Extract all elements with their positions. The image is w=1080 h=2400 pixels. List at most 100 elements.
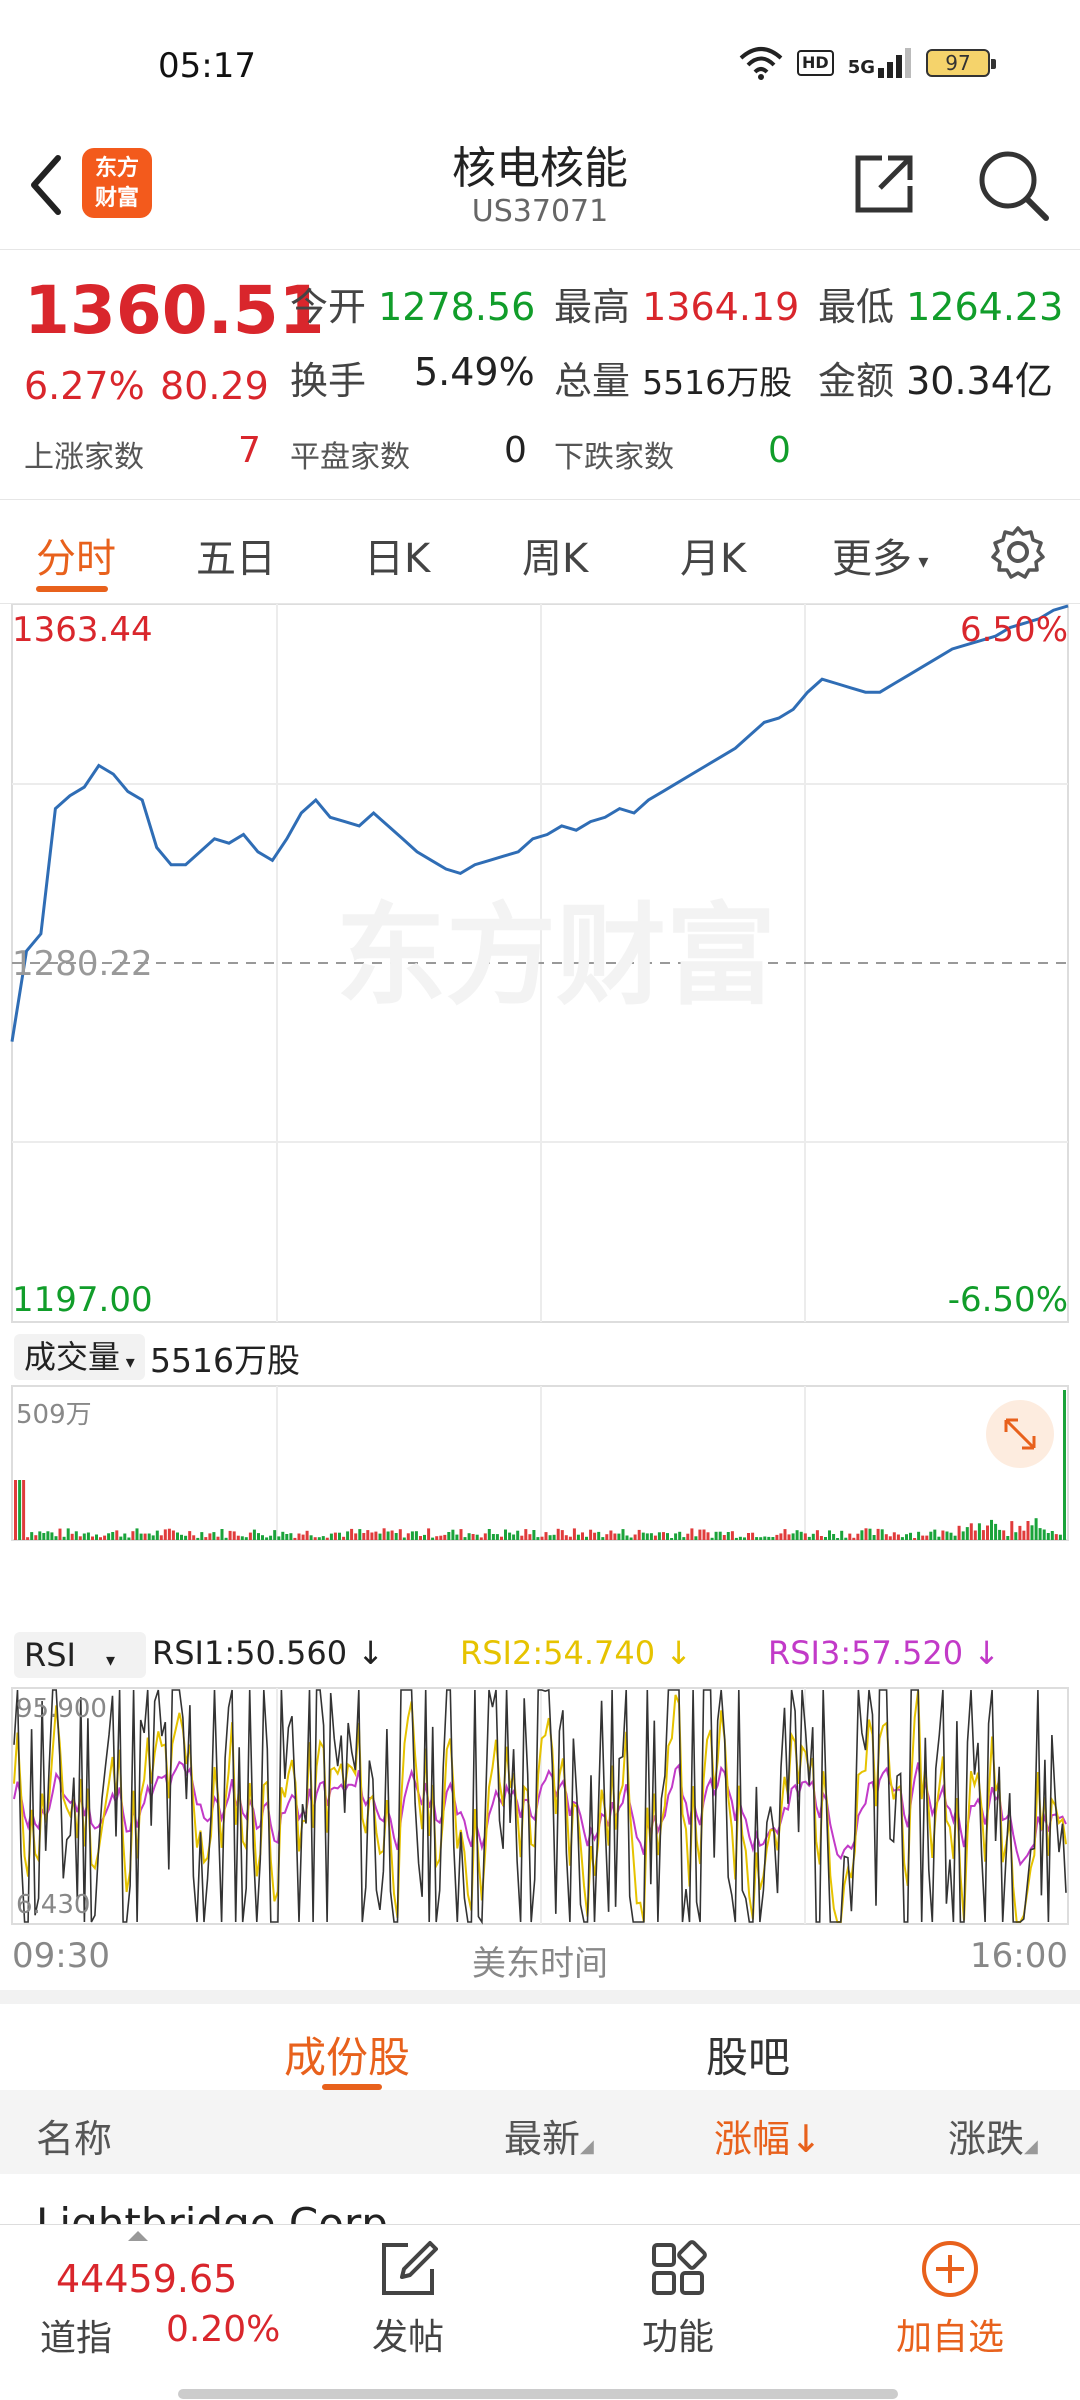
rsi1-value: RSI1:50.560 ↓ — [152, 1634, 384, 1672]
col-change-pct[interactable]: 涨幅↓ — [714, 2108, 822, 2163]
volume-bar — [346, 1531, 350, 1540]
flat-count-label: 平盘家数 — [290, 440, 410, 475]
chart-canvas: 东方财富 — [10, 604, 1069, 1925]
volume-bar — [358, 1529, 362, 1540]
col-change[interactable]: 涨跌◢ — [948, 2108, 1038, 2163]
volume-bar — [382, 1528, 386, 1540]
stock-code: US37071 — [471, 194, 609, 229]
volume-bar — [293, 1537, 297, 1540]
add-watchlist-button[interactable]: 加自选 — [880, 2239, 1020, 2360]
volume-bar — [945, 1531, 949, 1540]
tab-more[interactable]: 更多 ▾ — [832, 526, 928, 584]
tab-five-day[interactable]: 五日 — [196, 536, 276, 582]
volume-bar — [767, 1536, 771, 1540]
index-value[interactable]: 44459.65 — [56, 2257, 238, 2301]
volume-bar — [605, 1534, 609, 1540]
volume-bar — [528, 1534, 532, 1540]
arrow-down-icon: ↓ — [973, 1634, 1001, 1672]
volume-bar — [986, 1525, 989, 1540]
flat-count: 0 — [504, 430, 527, 471]
volume-selector[interactable]: 成交量 ▾ — [14, 1334, 145, 1380]
volume-bar — [828, 1530, 831, 1540]
volume-bar — [301, 1534, 305, 1540]
volume-bar — [46, 1531, 50, 1540]
turnover-label: 换手 — [290, 359, 367, 403]
volume-bar — [261, 1535, 264, 1540]
back-icon[interactable] — [24, 152, 74, 218]
search-icon[interactable] — [976, 148, 1050, 222]
volume-bar — [131, 1531, 135, 1540]
volume-bar — [297, 1533, 301, 1540]
volume-bar — [14, 1480, 17, 1540]
page-title: 核电核能 — [452, 143, 628, 194]
volume-bar — [406, 1533, 410, 1540]
volume-bar — [321, 1536, 325, 1540]
volume-bar — [852, 1537, 856, 1540]
volume-bar — [467, 1533, 471, 1540]
tab-forum[interactable]: 股吧 — [706, 2033, 791, 2082]
volume-bar — [516, 1530, 520, 1540]
volume-bar — [674, 1533, 678, 1540]
chevron-down-icon: ▾ — [912, 549, 929, 573]
volume-bar — [127, 1537, 131, 1540]
volume-bar — [710, 1537, 714, 1540]
volume-bar — [30, 1532, 34, 1540]
tab-monthly-k[interactable]: 月K — [680, 536, 747, 582]
volume-bar — [370, 1532, 374, 1540]
volume-bar — [965, 1527, 969, 1540]
tab-daily-k[interactable]: 日K — [364, 536, 431, 582]
volume-bar — [1046, 1533, 1050, 1540]
volume-bar — [585, 1536, 588, 1540]
battery-icon: 97 — [926, 49, 996, 77]
volume-bar — [888, 1536, 892, 1540]
tab-constituents[interactable]: 成份股 — [284, 2033, 411, 2082]
volume-bar — [544, 1532, 548, 1540]
volume-bar — [240, 1536, 244, 1540]
tab-weekly-k[interactable]: 周K — [522, 536, 589, 582]
home-indicator — [178, 2389, 898, 2399]
chevron-down-icon: ▾ — [105, 1650, 116, 1671]
post-button[interactable]: 发帖 — [348, 2239, 468, 2360]
volume-value: 5516万股 — [642, 363, 793, 402]
volume-bar — [216, 1536, 220, 1540]
volume-bar — [900, 1537, 904, 1540]
sort-icon: ◢ — [580, 2136, 594, 2157]
turnover-value: 5.49% — [414, 350, 535, 394]
volume-bar — [508, 1532, 512, 1540]
col-name: 名称 — [36, 2117, 113, 2161]
volume-bar — [431, 1537, 435, 1540]
volume-bar — [990, 1519, 993, 1540]
signal-icon: 5G — [848, 48, 912, 78]
volume-total: 5516万股 — [150, 1341, 300, 1380]
volume-bar — [933, 1529, 937, 1540]
sort-icon: ◢ — [1024, 2136, 1038, 2157]
volume-bar — [1022, 1530, 1026, 1540]
rsi-selector[interactable]: RSI ▾ — [14, 1632, 146, 1678]
y-min-label: 1197.00 — [12, 1280, 153, 1320]
volume-label: 总量 — [554, 359, 631, 403]
functions-button[interactable]: 功能 — [618, 2239, 738, 2360]
volume-bar — [876, 1528, 880, 1540]
change-pct: 6.27% — [24, 364, 145, 408]
brand-logo[interactable]: 东方 财富 — [82, 148, 152, 218]
col-latest[interactable]: 最新◢ — [504, 2108, 594, 2163]
volume-bar — [386, 1531, 390, 1540]
tab-intraday[interactable]: 分时 — [36, 536, 116, 582]
gear-icon[interactable] — [990, 524, 1046, 580]
volume-bar — [811, 1533, 815, 1540]
volume-bar — [439, 1535, 443, 1540]
list-item[interactable]: Lightbridge Corp — [36, 2199, 388, 2224]
volume-bar — [824, 1537, 827, 1540]
volume-bar — [662, 1532, 665, 1540]
volume-bar — [1002, 1530, 1006, 1540]
share-icon[interactable] — [852, 150, 918, 216]
volume-bar — [82, 1533, 86, 1540]
volume-bar — [451, 1529, 455, 1540]
volume-bar — [795, 1530, 799, 1540]
volume-bar — [62, 1536, 66, 1540]
volume-bar — [317, 1537, 321, 1540]
time-zone-label: 美东时间 — [472, 1944, 608, 1984]
volume-bar — [1018, 1525, 1022, 1540]
index-name: 道指 — [40, 2318, 113, 2359]
col-latest-label: 最新 — [504, 2117, 581, 2161]
